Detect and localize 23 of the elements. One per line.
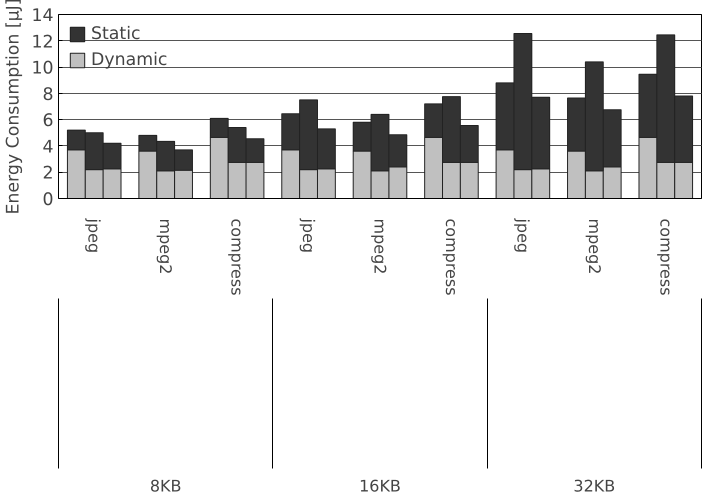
y-tick-label: 2 bbox=[42, 164, 54, 184]
y-tick-label: 6 bbox=[42, 111, 54, 132]
x-tick-label: mpeg2 bbox=[156, 218, 176, 274]
legend-label: Dynamic bbox=[91, 50, 168, 70]
x-tick-label: mpeg2 bbox=[370, 218, 390, 274]
y-tick-label: 12 bbox=[31, 32, 54, 52]
y-tick-label: 14 bbox=[31, 6, 54, 26]
text: 16KB bbox=[359, 476, 401, 496]
y-tick-label: 0 bbox=[42, 190, 54, 210]
x-tick-label: jpeg bbox=[513, 218, 532, 254]
x-tick-label: mpeg2 bbox=[584, 218, 604, 274]
y-tick-label: 10 bbox=[31, 58, 54, 79]
x-tick-label: compress bbox=[656, 218, 676, 296]
text: 8KB bbox=[150, 476, 182, 496]
y-axis-title: Energy Consumption [μJ] bbox=[3, 0, 24, 215]
x-tick-label: compress bbox=[228, 218, 247, 296]
x-tick-label: compress bbox=[442, 218, 461, 296]
y-tick-label: 4 bbox=[42, 137, 54, 158]
x-tick-label: jpeg bbox=[84, 218, 104, 254]
legend-label: Static bbox=[91, 24, 141, 44]
y-tick-label: 8 bbox=[42, 84, 54, 105]
x-tick-label: jpeg bbox=[299, 218, 318, 254]
text: 32KB bbox=[573, 476, 616, 496]
